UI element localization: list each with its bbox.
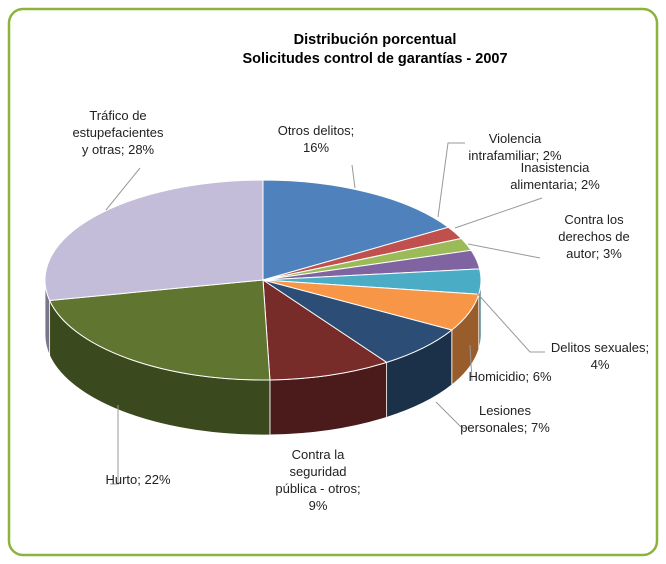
- leader-line: [467, 243, 541, 259]
- chart-title: Distribución porcentual: [294, 32, 457, 48]
- pie-slice: [262, 279, 388, 381]
- data-label: Contra los derechos de autor; 3%: [558, 212, 630, 261]
- data-label: Otros delitos; 16%: [278, 123, 355, 155]
- leader-line: [105, 167, 141, 211]
- leader-line: [351, 164, 356, 189]
- leader-line: [435, 401, 472, 429]
- pie-slice: [262, 179, 450, 281]
- leader-line: [437, 142, 465, 218]
- data-label: Delitos sexuales; 4%: [551, 340, 649, 372]
- leader-line: [454, 197, 543, 229]
- data-label: Homicidio; 6%: [468, 369, 552, 384]
- data-label: Tráfico de estupefacientes y otras; 28%: [72, 108, 164, 157]
- leader-line: [110, 405, 119, 485]
- leader-line: [469, 344, 473, 382]
- data-label: Hurto; 22%: [105, 472, 170, 487]
- data-label: Contra la seguridad pública - otros; 9%: [275, 447, 360, 513]
- pie: [44, 179, 482, 436]
- data-label: Violencia intrafamiliar; 2%: [468, 131, 562, 163]
- pie-slice: [48, 279, 271, 381]
- labels: Otros delitos; 16% Violencia intrafamiliar;…: [72, 108, 649, 513]
- data-label: Lesiones personales; 7%: [460, 403, 550, 435]
- data-label: Inasistencia alimentaria; 2%: [510, 160, 600, 192]
- chart-subtitle: Solicitudes control de garantías - 2007: [242, 51, 507, 67]
- leader-line: [475, 291, 545, 353]
- pie-slice: [44, 179, 264, 302]
